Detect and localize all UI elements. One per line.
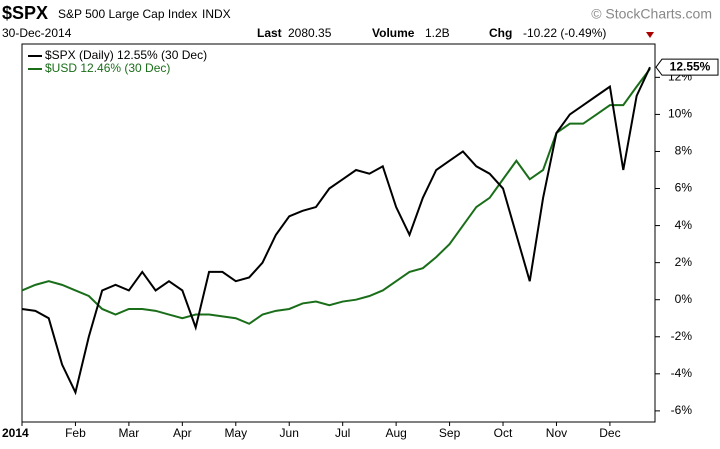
end-label: 12.55% bbox=[670, 59, 711, 73]
plot-frame bbox=[21, 43, 656, 423]
down-arrow bbox=[646, 32, 654, 38]
legend-label: $SPX (Daily) 12.55% (30 Dec) bbox=[45, 48, 207, 62]
x-tick-label: Apr bbox=[173, 426, 192, 440]
y-tick-label: 2% bbox=[675, 255, 693, 269]
chg-value: -10.22 (-0.49%) bbox=[523, 26, 606, 40]
volume-value: 1.2B bbox=[425, 26, 450, 40]
x-tick-label: Nov bbox=[546, 426, 567, 440]
exchange: INDX bbox=[202, 7, 231, 21]
x-tick-label: Feb bbox=[65, 426, 86, 440]
x-tick-label: Jun bbox=[280, 426, 299, 440]
end-label-box bbox=[655, 58, 719, 76]
volume-label: Volume bbox=[372, 26, 415, 40]
date: 30-Dec-2014 bbox=[2, 26, 72, 40]
x-tick-label: 2014 bbox=[2, 426, 29, 440]
x-tick-label: Sep bbox=[439, 426, 461, 440]
chg-label: Chg bbox=[489, 26, 512, 40]
y-tick-label: -2% bbox=[671, 329, 693, 343]
x-tick-label: May bbox=[224, 426, 247, 440]
x-tick-label: Oct bbox=[494, 426, 513, 440]
x-tick-label: Jul bbox=[335, 426, 350, 440]
symbol: $SPX bbox=[2, 3, 48, 23]
y-tick-label: 6% bbox=[675, 181, 693, 195]
index-name: S&P 500 Large Cap Index bbox=[58, 7, 197, 21]
x-tick-label: Dec bbox=[599, 426, 620, 440]
legend-label: $USD 12.46% (30 Dec) bbox=[45, 61, 170, 75]
x-tick-label: Aug bbox=[385, 426, 406, 440]
last-label: Last bbox=[257, 26, 282, 40]
y-tick-label: 0% bbox=[675, 292, 693, 306]
series-line bbox=[21, 68, 651, 325]
y-tick-label: 10% bbox=[668, 107, 692, 121]
y-tick-label: -6% bbox=[671, 403, 693, 417]
y-tick-label: -4% bbox=[671, 366, 693, 380]
x-tick-label: Mar bbox=[119, 426, 140, 440]
last-value: 2080.35 bbox=[288, 26, 332, 40]
y-tick-label: 8% bbox=[675, 144, 693, 158]
series-line bbox=[21, 66, 651, 396]
y-tick-label: 4% bbox=[675, 218, 693, 232]
source: © StockCharts.com bbox=[591, 6, 712, 22]
